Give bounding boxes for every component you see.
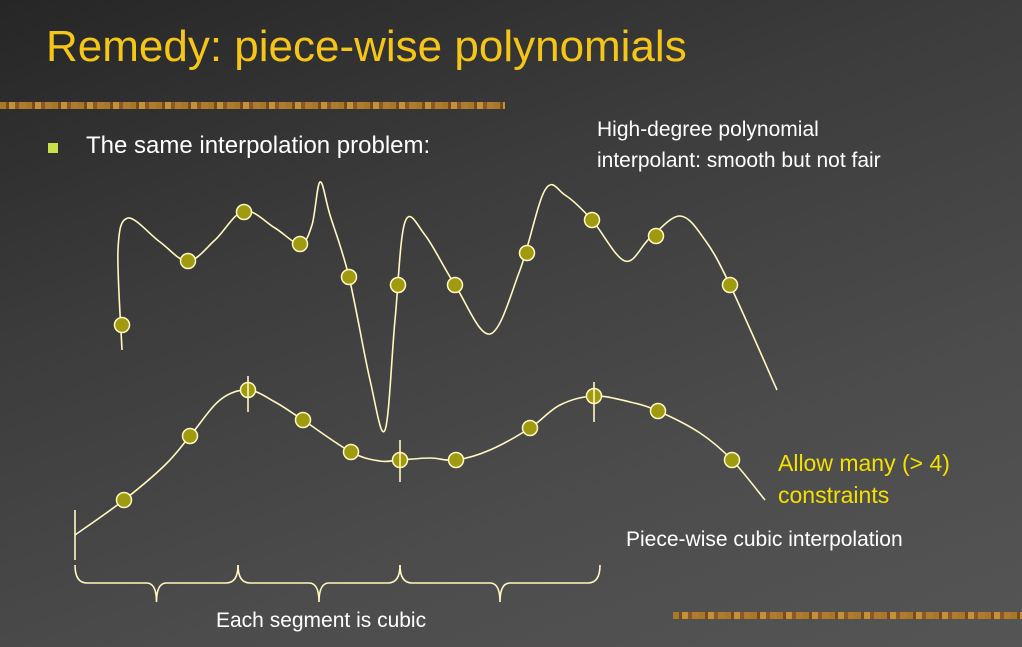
constraint-point bbox=[649, 402, 667, 420]
annotation: Each segment is cubic bbox=[216, 609, 427, 632]
annotation: interpolant: smooth but not fair bbox=[597, 149, 881, 172]
constraint-point bbox=[521, 419, 539, 437]
constraint-point bbox=[115, 491, 133, 509]
brace bbox=[237, 564, 401, 603]
constraint-point bbox=[235, 203, 253, 221]
decor-stripe bbox=[0, 102, 505, 109]
constraint-point bbox=[446, 276, 464, 294]
annotation: Allow many (> 4) bbox=[778, 450, 950, 476]
constraint-point bbox=[340, 268, 358, 286]
constraint-point bbox=[291, 235, 309, 253]
bullet-marker bbox=[48, 143, 58, 153]
constraint-point bbox=[179, 252, 197, 270]
brace bbox=[399, 564, 601, 603]
decor-stripe bbox=[673, 612, 1022, 619]
interpolant-curve bbox=[117, 181, 778, 433]
annotation: Piece-wise cubic interpolation bbox=[626, 528, 903, 551]
constraint-point bbox=[294, 411, 312, 429]
constraint-point bbox=[181, 427, 199, 445]
constraint-point bbox=[583, 211, 601, 229]
annotation: constraints bbox=[778, 482, 890, 508]
constraint-point bbox=[113, 316, 131, 334]
constraint-point bbox=[447, 451, 465, 469]
brace bbox=[74, 564, 239, 603]
constraint-point bbox=[721, 276, 739, 294]
slide-title: Remedy: piece-wise polynomials bbox=[46, 22, 687, 71]
cubic-curve bbox=[74, 389, 766, 536]
annotation: High-degree polynomial bbox=[597, 118, 819, 141]
constraint-point bbox=[647, 227, 665, 245]
bullet-text: The same interpolation problem: bbox=[86, 132, 431, 159]
constraint-point bbox=[518, 244, 536, 262]
constraint-point bbox=[723, 451, 741, 469]
constraint-point bbox=[342, 443, 360, 461]
constraint-point bbox=[389, 276, 407, 294]
